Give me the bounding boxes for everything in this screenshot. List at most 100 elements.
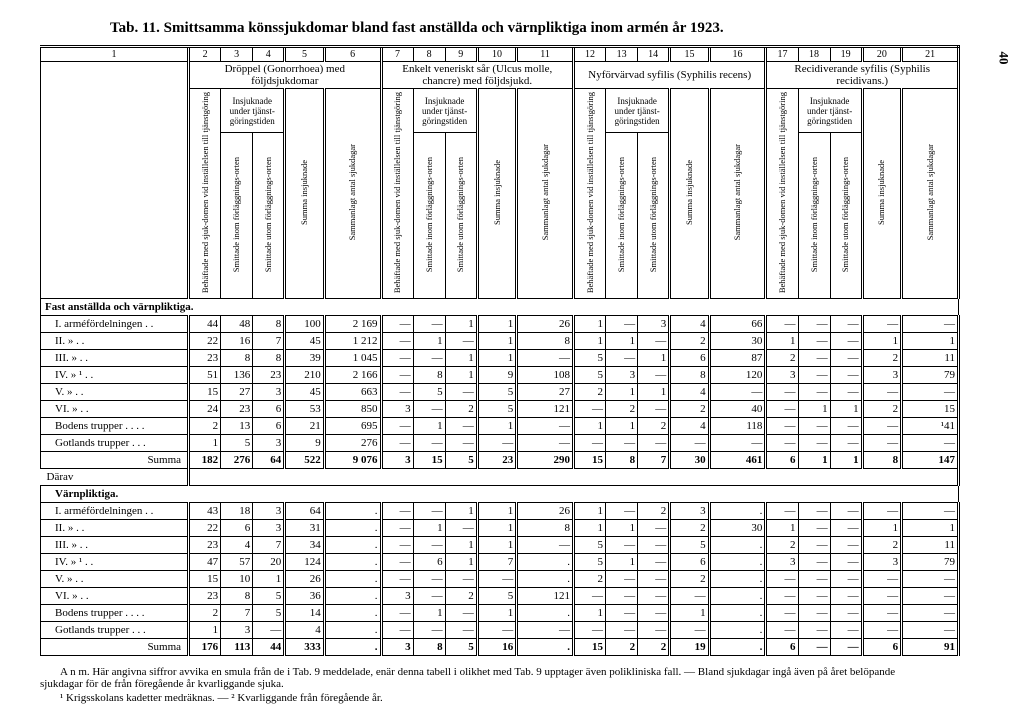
cell: — (902, 622, 959, 639)
cell: 3 (862, 554, 901, 571)
cell: — (862, 588, 901, 605)
footnote-anm: A n m. Här angivna siffror avvika en smu… (40, 666, 940, 690)
cell: 1 (606, 418, 638, 435)
cell: — (381, 418, 413, 435)
sum-cell: 182 (189, 452, 221, 469)
cell: 1 (477, 350, 516, 367)
cell: 1 (477, 316, 516, 333)
colnum: 1 (41, 47, 189, 62)
cell: 2 (862, 350, 901, 367)
cell: 87 (709, 350, 766, 367)
cell: — (381, 554, 413, 571)
cell: 1 (253, 571, 285, 588)
cell: 9 (477, 367, 516, 384)
cell: 27 (221, 384, 253, 401)
cell: — (413, 571, 445, 588)
sum-cell: 15 (573, 639, 605, 656)
cell: 1 (445, 316, 477, 333)
cell: 2 (445, 588, 477, 605)
cell: 26 (517, 316, 574, 333)
cell: . (324, 571, 381, 588)
cell: — (902, 503, 959, 520)
group-3: Nyförvärvad syfilis (Syphilis recens) (573, 62, 765, 89)
cell: 2 (638, 503, 670, 520)
cell: . (709, 503, 766, 520)
sum-cell: 276 (221, 452, 253, 469)
sum-cell: 9 076 (324, 452, 381, 469)
row-label: I. arméfördelningen . . (41, 316, 189, 333)
sum-cell: 15 (573, 452, 605, 469)
cell: 3 (381, 401, 413, 418)
cell: — (830, 520, 862, 537)
cell: 53 (285, 401, 324, 418)
cell: . (517, 605, 574, 622)
cell: — (830, 435, 862, 452)
cell: — (381, 435, 413, 452)
cell: — (638, 367, 670, 384)
sum-cell: 333 (285, 639, 324, 656)
cell: 13 (221, 418, 253, 435)
sum-cell: — (798, 639, 830, 656)
cell: 16 (221, 333, 253, 350)
cell: — (709, 384, 766, 401)
cell: 1 (413, 520, 445, 537)
cell: 6 (413, 554, 445, 571)
blank-corner (41, 62, 189, 299)
cell: — (902, 571, 959, 588)
cell: 7 (253, 537, 285, 554)
cell: — (606, 622, 638, 639)
cell: 3 (766, 554, 798, 571)
sum-cell: 5 (445, 452, 477, 469)
cell: 6 (253, 418, 285, 435)
cell: — (573, 435, 605, 452)
cell: — (830, 588, 862, 605)
cell: 3 (766, 367, 798, 384)
cell: — (638, 401, 670, 418)
cell: 40 (709, 401, 766, 418)
cell: — (445, 435, 477, 452)
cell: 5 (573, 367, 605, 384)
row-label: II. » . . (41, 520, 189, 537)
cell: 30 (709, 520, 766, 537)
cell: — (573, 401, 605, 418)
cell: — (606, 503, 638, 520)
cell: 23 (221, 401, 253, 418)
cell: — (766, 401, 798, 418)
cell: — (902, 316, 959, 333)
cell: 6 (670, 350, 709, 367)
sum-cell: 19 (670, 639, 709, 656)
cell: — (638, 435, 670, 452)
cell: 121 (517, 588, 574, 605)
cell: 2 (606, 401, 638, 418)
cell: 8 (517, 520, 574, 537)
cell: — (709, 435, 766, 452)
cell: 7 (477, 554, 516, 571)
cell: — (445, 418, 477, 435)
sum-cell: 1 (798, 452, 830, 469)
cell: 45 (285, 333, 324, 350)
cell: — (798, 316, 830, 333)
cell: — (766, 418, 798, 435)
row-label: Bodens trupper . . . . (41, 605, 189, 622)
cell: 8 (253, 316, 285, 333)
cell: — (381, 333, 413, 350)
cell: . (517, 554, 574, 571)
cell: — (413, 401, 445, 418)
cell: 1 (902, 333, 959, 350)
row-label: VI. » . . (41, 401, 189, 418)
cell: 5 (221, 435, 253, 452)
cell: 23 (253, 367, 285, 384)
cell: — (477, 622, 516, 639)
cell: 695 (324, 418, 381, 435)
cell: 118 (709, 418, 766, 435)
sum-cell: 147 (902, 452, 959, 469)
cell: 2 (670, 401, 709, 418)
cell: 1 (606, 520, 638, 537)
cell: 3 (221, 622, 253, 639)
cell: 1 (573, 503, 605, 520)
cell: 5 (253, 605, 285, 622)
cell: — (862, 435, 901, 452)
cell: — (830, 384, 862, 401)
cell: 5 (477, 588, 516, 605)
sum-cell: . (517, 639, 574, 656)
